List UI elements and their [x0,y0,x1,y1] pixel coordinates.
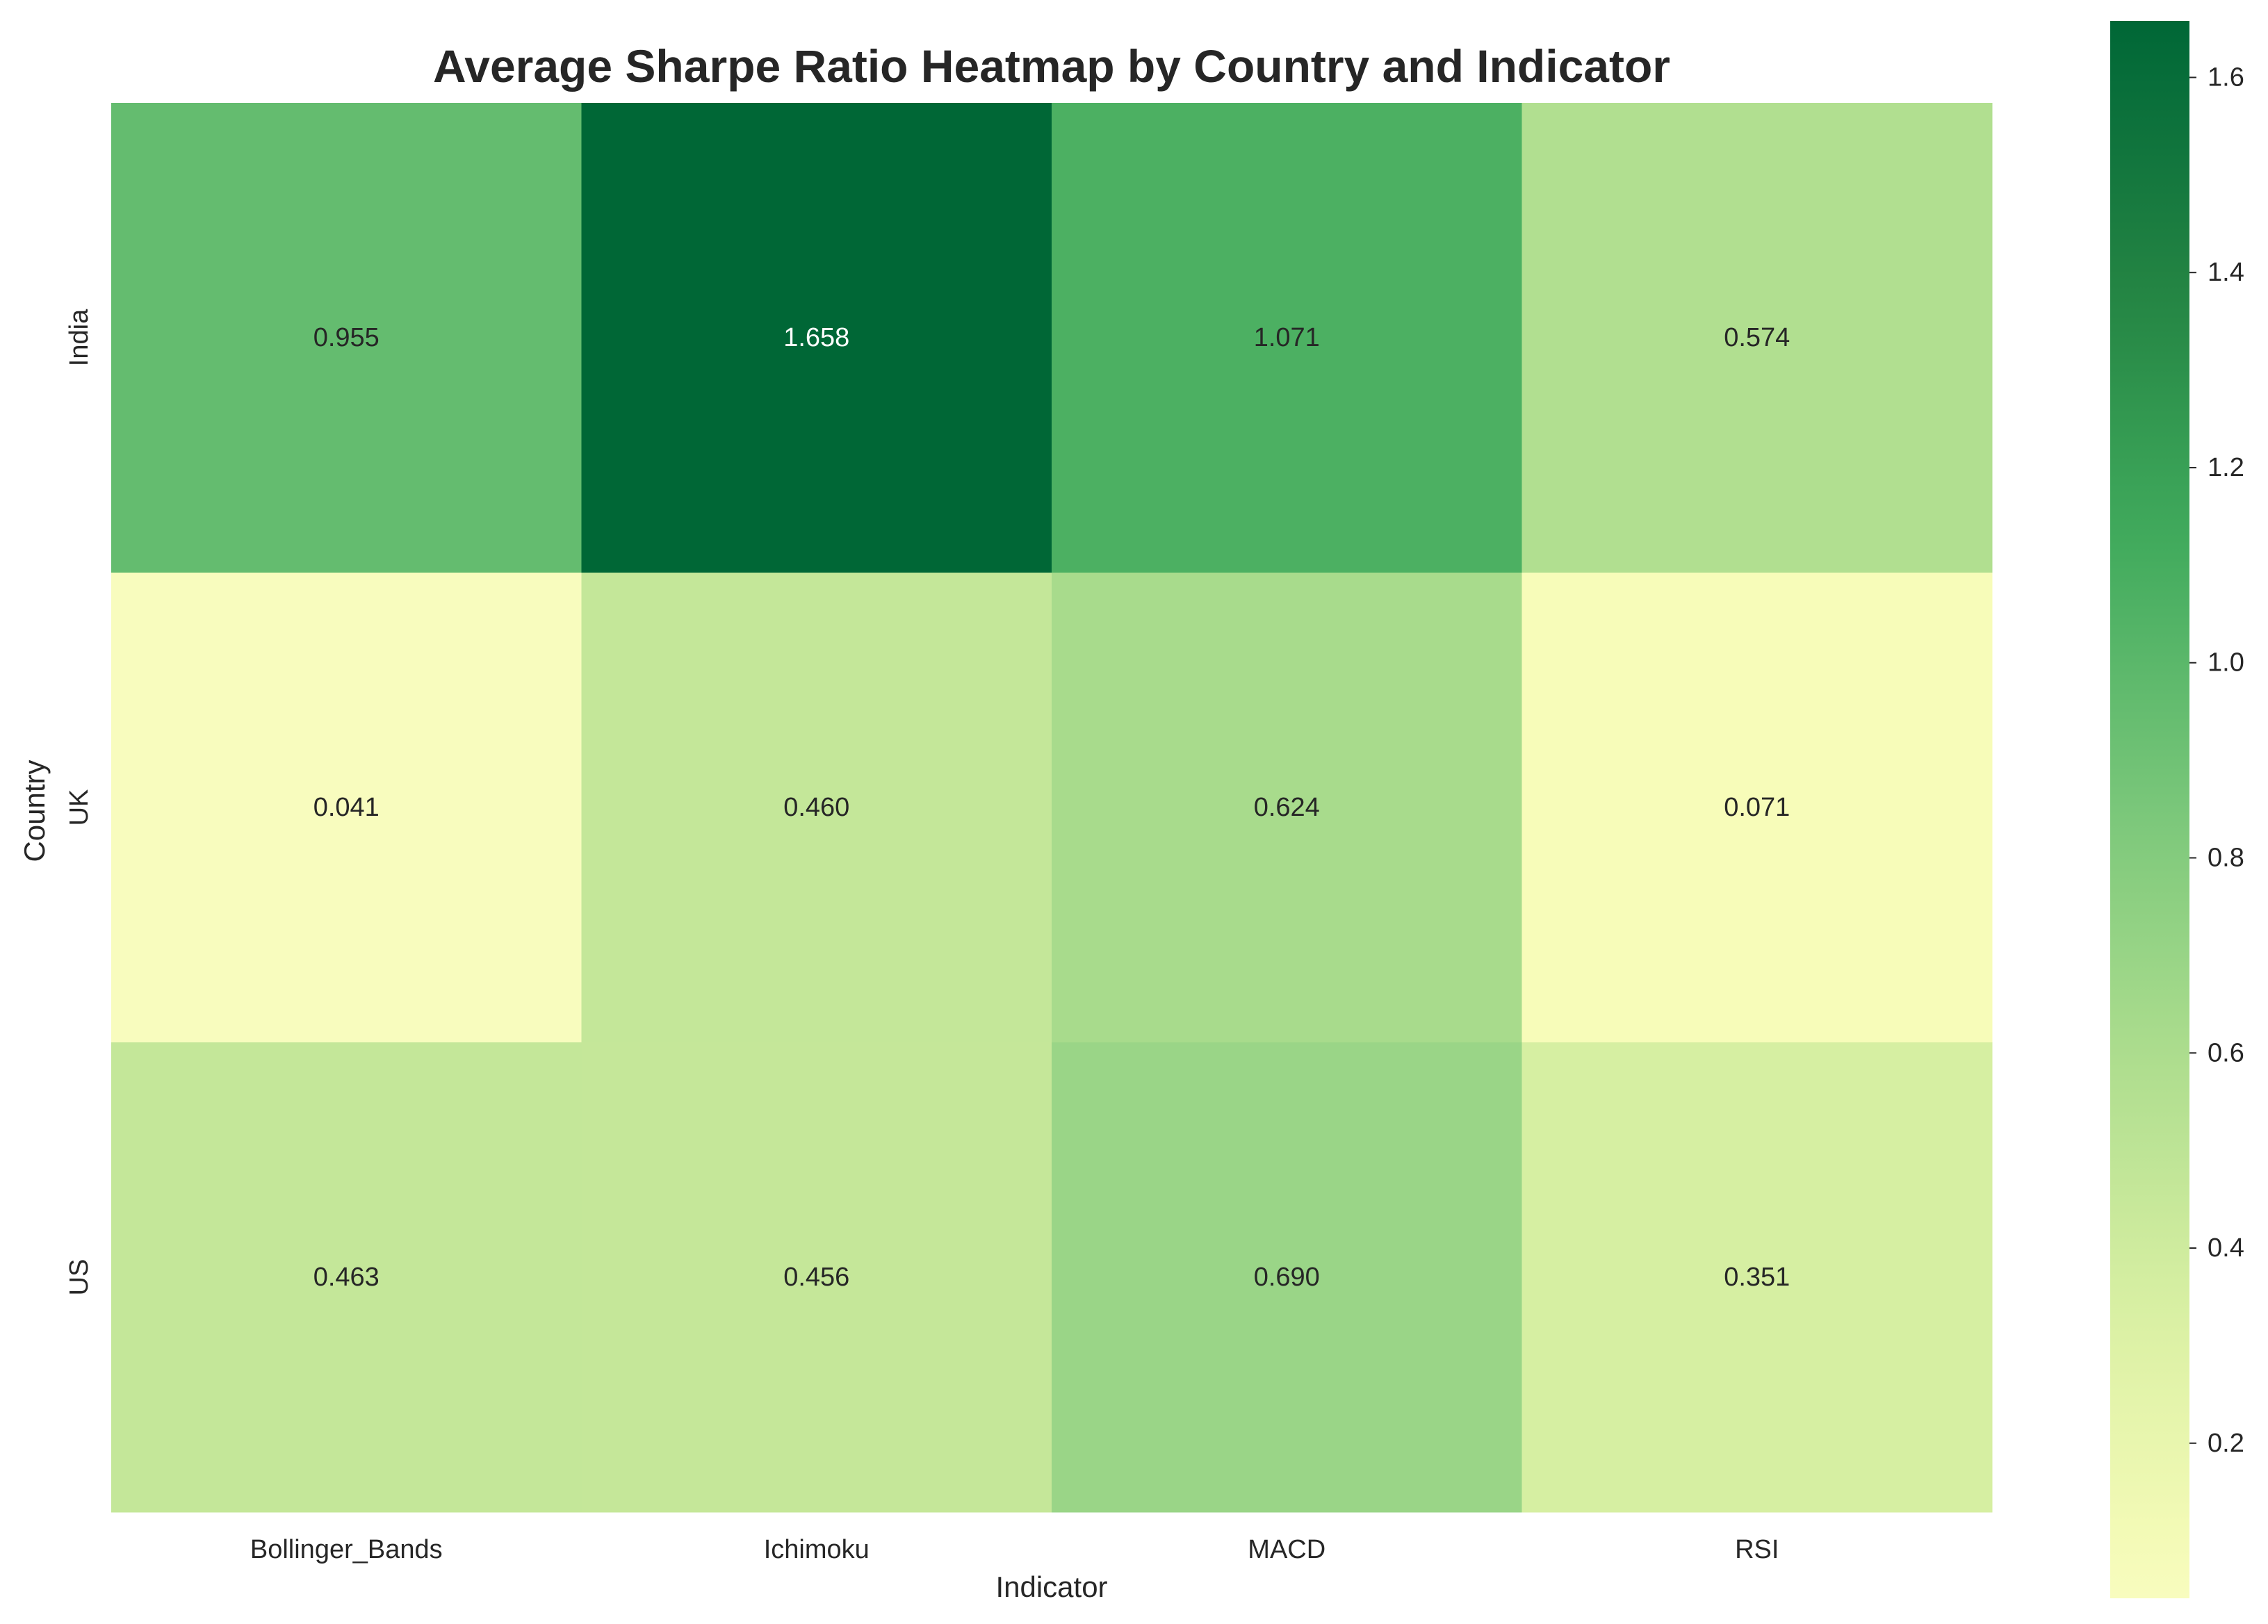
colorbar-tick-label-3: 0.8 [2208,843,2244,872]
colorbar-tick-label-4: 1.0 [2208,648,2244,678]
x-tick-label-rsi: RSI [1735,1535,1779,1564]
y-tick-labels: India UK US [65,309,94,1295]
y-axis-label: Country [18,760,51,862]
colorbar-tick-label-7: 1.6 [2208,63,2244,92]
x-tick-label-macd: MACD [1248,1535,1325,1564]
heatmap-cell-uk-ichimoku [581,573,1052,1043]
colorbar-tick-label-2: 0.6 [2208,1038,2244,1067]
cell-value-label-india-rsi: 0.574 [1724,323,1790,352]
y-tick-label-uk: UK [65,789,94,826]
colorbar-tick-labels: 0.2 0.4 0.6 0.8 1.0 1.2 1.4 1.6 [2189,63,2244,1458]
heatmap-cell-us-bollinger-bands [111,1042,582,1513]
cell-value-label-uk-bollinger-bands: 0.041 [313,793,380,822]
heatmap-cell-india-bollinger-bands [111,103,582,573]
heatmap-cell-uk-macd [1052,573,1522,1043]
cell-value-label-india-ichimoku: 1.658 [783,323,849,352]
heatmap-cell-us-macd [1052,1042,1522,1513]
cell-value-label-us-rsi: 0.351 [1724,1263,1790,1292]
cell-value-label-us-bollinger-bands: 0.463 [313,1263,380,1292]
y-tick-label-us: US [65,1259,94,1296]
heatmap-cell-india-rsi [1521,103,1993,573]
cell-value-label-uk-macd: 0.624 [1254,793,1320,822]
colorbar-gradient [2110,21,2189,1598]
colorbar-tick-label-1: 0.4 [2208,1233,2244,1263]
cell-value-label-uk-rsi: 0.071 [1724,793,1790,822]
heatmap-cells: 0.955 1.658 1.071 0.574 0.041 0.460 0.624 0.071… [111,103,1993,1513]
cell-value-label-uk-ichimoku: 0.460 [783,793,849,822]
x-tick-label-ichimoku: Ichimoku [764,1535,870,1564]
heatmap-cell-india-macd [1052,103,1522,573]
colorbar: 0.2 0.4 0.6 0.8 1.0 1.2 1.4 1.6 [2110,21,2244,1598]
colorbar-tick-label-6: 1.4 [2208,258,2244,287]
y-tick-label-india: India [65,309,94,366]
chart-title: Average Sharpe Ratio Heatmap by Country … [433,40,1670,92]
cell-value-label-india-bollinger-bands: 0.955 [313,323,380,352]
heatmap-cell-uk-bollinger-bands [111,573,582,1043]
x-tick-label-bollinger-bands: Bollinger_Bands [250,1535,443,1564]
heatmap-cell-uk-rsi [1521,573,1993,1043]
cell-value-label-india-macd: 1.071 [1254,323,1320,352]
colorbar-tick-label-0: 0.2 [2208,1429,2244,1458]
x-tick-labels: Bollinger_Bands Ichimoku MACD RSI [250,1535,1779,1564]
heatmap-cell-us-rsi [1521,1042,1993,1513]
heatmap-cell-india-ichimoku [581,103,1052,573]
x-axis-label: Indicator [995,1570,1107,1603]
cell-value-label-us-macd: 0.690 [1254,1263,1320,1292]
colorbar-tick-label-5: 1.2 [2208,453,2244,482]
heatmap-cell-us-ichimoku [581,1042,1052,1513]
cell-value-label-us-ichimoku: 0.456 [783,1263,849,1292]
